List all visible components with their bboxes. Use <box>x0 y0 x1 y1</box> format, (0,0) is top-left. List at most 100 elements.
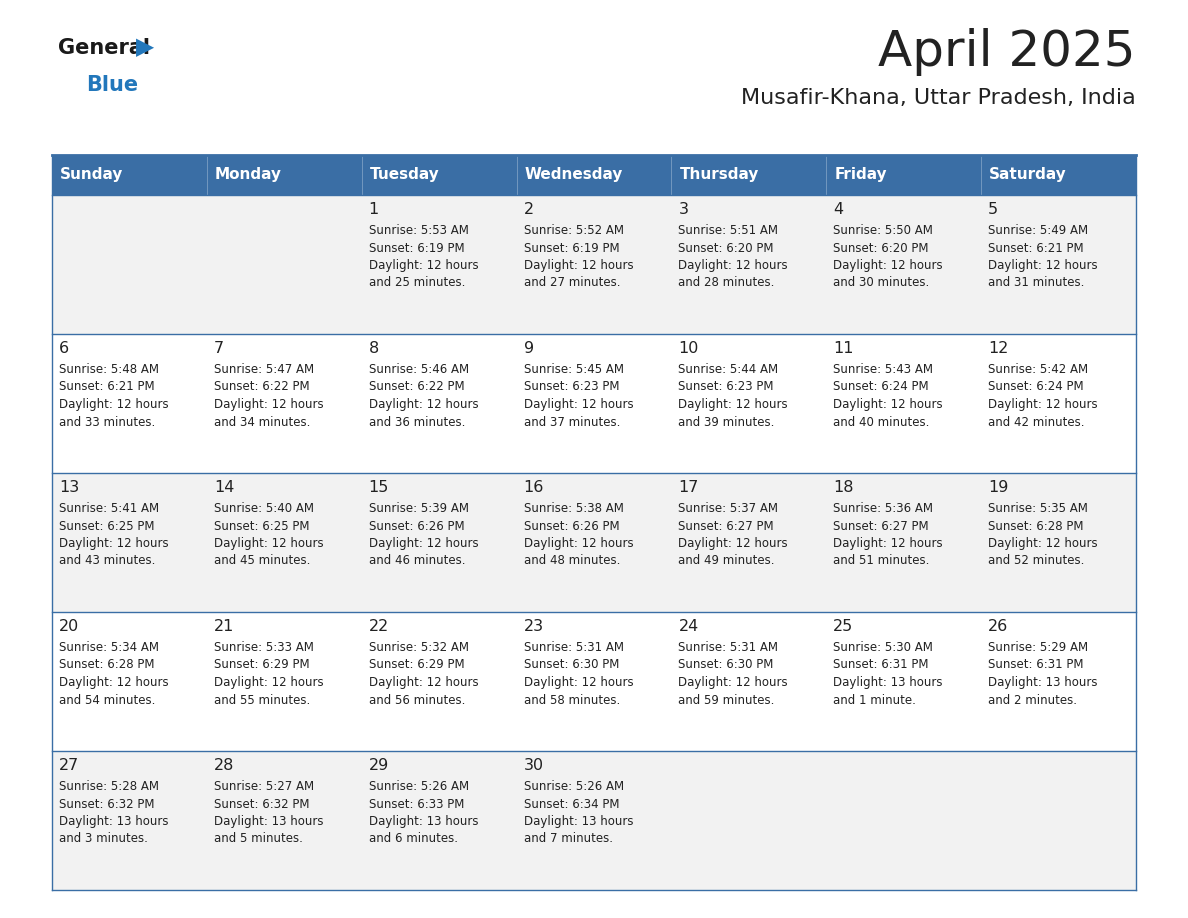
Bar <box>981 155 1136 195</box>
Text: Daylight: 12 hours: Daylight: 12 hours <box>368 398 479 411</box>
Text: Daylight: 13 hours: Daylight: 13 hours <box>368 815 479 828</box>
Text: Sunrise: 5:36 AM: Sunrise: 5:36 AM <box>833 502 934 515</box>
Text: Sunset: 6:19 PM: Sunset: 6:19 PM <box>524 241 619 254</box>
Text: and 1 minute.: and 1 minute. <box>833 693 916 707</box>
Text: Sunset: 6:29 PM: Sunset: 6:29 PM <box>368 658 465 671</box>
Text: and 39 minutes.: and 39 minutes. <box>678 416 775 429</box>
Text: Daylight: 13 hours: Daylight: 13 hours <box>524 815 633 828</box>
Text: Daylight: 12 hours: Daylight: 12 hours <box>678 537 788 550</box>
Text: Sunset: 6:22 PM: Sunset: 6:22 PM <box>368 380 465 394</box>
Text: Daylight: 12 hours: Daylight: 12 hours <box>59 537 169 550</box>
Bar <box>671 155 827 195</box>
Bar <box>981 334 1136 473</box>
Text: Daylight: 12 hours: Daylight: 12 hours <box>524 537 633 550</box>
Bar <box>827 751 981 890</box>
Text: 6: 6 <box>59 341 69 356</box>
Text: Daylight: 13 hours: Daylight: 13 hours <box>988 676 1098 689</box>
Text: and 3 minutes.: and 3 minutes. <box>59 833 147 845</box>
Bar <box>671 612 827 751</box>
Text: Sunday: Sunday <box>61 167 124 183</box>
Text: Sunrise: 5:32 AM: Sunrise: 5:32 AM <box>368 641 469 654</box>
Text: Sunrise: 5:30 AM: Sunrise: 5:30 AM <box>833 641 933 654</box>
Text: and 46 minutes.: and 46 minutes. <box>368 554 466 567</box>
Text: Sunset: 6:28 PM: Sunset: 6:28 PM <box>988 520 1083 532</box>
Text: Sunrise: 5:35 AM: Sunrise: 5:35 AM <box>988 502 1088 515</box>
Text: Daylight: 12 hours: Daylight: 12 hours <box>678 398 788 411</box>
Text: and 30 minutes.: and 30 minutes. <box>833 276 929 289</box>
Text: Daylight: 13 hours: Daylight: 13 hours <box>833 676 943 689</box>
Text: Daylight: 13 hours: Daylight: 13 hours <box>59 815 169 828</box>
Text: Monday: Monday <box>215 167 282 183</box>
Text: Sunset: 6:26 PM: Sunset: 6:26 PM <box>368 520 465 532</box>
Text: Sunset: 6:20 PM: Sunset: 6:20 PM <box>678 241 773 254</box>
Text: Sunset: 6:21 PM: Sunset: 6:21 PM <box>988 241 1083 254</box>
Text: and 36 minutes.: and 36 minutes. <box>368 416 465 429</box>
Text: Tuesday: Tuesday <box>369 167 440 183</box>
Text: Daylight: 12 hours: Daylight: 12 hours <box>833 398 943 411</box>
Text: Musafir-Khana, Uttar Pradesh, India: Musafir-Khana, Uttar Pradesh, India <box>741 88 1136 108</box>
Text: Sunrise: 5:49 AM: Sunrise: 5:49 AM <box>988 224 1088 237</box>
Text: and 34 minutes.: and 34 minutes. <box>214 416 310 429</box>
Text: Sunrise: 5:42 AM: Sunrise: 5:42 AM <box>988 363 1088 376</box>
Text: Saturday: Saturday <box>990 167 1067 183</box>
Text: 20: 20 <box>59 619 80 634</box>
Bar <box>361 473 517 612</box>
Text: Sunrise: 5:37 AM: Sunrise: 5:37 AM <box>678 502 778 515</box>
Text: and 56 minutes.: and 56 minutes. <box>368 693 465 707</box>
Bar <box>671 334 827 473</box>
Text: Sunrise: 5:26 AM: Sunrise: 5:26 AM <box>524 780 624 793</box>
Text: Sunset: 6:28 PM: Sunset: 6:28 PM <box>59 658 154 671</box>
Text: and 27 minutes.: and 27 minutes. <box>524 276 620 289</box>
Bar <box>52 751 207 890</box>
Text: Wednesday: Wednesday <box>525 167 623 183</box>
Text: Sunset: 6:32 PM: Sunset: 6:32 PM <box>214 798 309 811</box>
Text: 12: 12 <box>988 341 1009 356</box>
Text: Sunset: 6:34 PM: Sunset: 6:34 PM <box>524 798 619 811</box>
Text: 4: 4 <box>833 202 843 217</box>
Text: 13: 13 <box>59 480 80 495</box>
Bar <box>207 612 361 751</box>
Bar <box>671 751 827 890</box>
Text: and 48 minutes.: and 48 minutes. <box>524 554 620 567</box>
Text: and 49 minutes.: and 49 minutes. <box>678 554 775 567</box>
Bar <box>52 195 207 334</box>
Text: Sunset: 6:23 PM: Sunset: 6:23 PM <box>678 380 773 394</box>
Text: Sunrise: 5:31 AM: Sunrise: 5:31 AM <box>524 641 624 654</box>
Text: Sunset: 6:21 PM: Sunset: 6:21 PM <box>59 380 154 394</box>
Bar <box>361 155 517 195</box>
Bar <box>207 155 361 195</box>
Text: Sunset: 6:31 PM: Sunset: 6:31 PM <box>833 658 929 671</box>
Text: Sunrise: 5:29 AM: Sunrise: 5:29 AM <box>988 641 1088 654</box>
Text: Daylight: 12 hours: Daylight: 12 hours <box>524 676 633 689</box>
Bar <box>361 751 517 890</box>
Text: 25: 25 <box>833 619 853 634</box>
Text: Sunrise: 5:33 AM: Sunrise: 5:33 AM <box>214 641 314 654</box>
Text: Daylight: 12 hours: Daylight: 12 hours <box>988 259 1098 272</box>
Text: Sunrise: 5:40 AM: Sunrise: 5:40 AM <box>214 502 314 515</box>
Bar <box>981 751 1136 890</box>
Text: 21: 21 <box>214 619 234 634</box>
Text: 8: 8 <box>368 341 379 356</box>
Text: Sunrise: 5:27 AM: Sunrise: 5:27 AM <box>214 780 314 793</box>
Text: Daylight: 12 hours: Daylight: 12 hours <box>678 676 788 689</box>
Text: Sunset: 6:27 PM: Sunset: 6:27 PM <box>678 520 775 532</box>
Text: 7: 7 <box>214 341 225 356</box>
Bar <box>361 612 517 751</box>
Text: Sunrise: 5:41 AM: Sunrise: 5:41 AM <box>59 502 159 515</box>
Text: and 52 minutes.: and 52 minutes. <box>988 554 1085 567</box>
Text: Daylight: 12 hours: Daylight: 12 hours <box>988 398 1098 411</box>
Text: and 58 minutes.: and 58 minutes. <box>524 693 620 707</box>
Text: and 43 minutes.: and 43 minutes. <box>59 554 156 567</box>
Bar <box>52 334 207 473</box>
Bar <box>207 334 361 473</box>
Bar <box>981 612 1136 751</box>
Text: Sunset: 6:25 PM: Sunset: 6:25 PM <box>59 520 154 532</box>
Bar <box>517 334 671 473</box>
Text: Daylight: 12 hours: Daylight: 12 hours <box>368 676 479 689</box>
Text: and 40 minutes.: and 40 minutes. <box>833 416 930 429</box>
Text: ▶: ▶ <box>135 35 154 59</box>
Text: and 42 minutes.: and 42 minutes. <box>988 416 1085 429</box>
Text: and 25 minutes.: and 25 minutes. <box>368 276 465 289</box>
Text: Sunset: 6:32 PM: Sunset: 6:32 PM <box>59 798 154 811</box>
Text: 3: 3 <box>678 202 688 217</box>
